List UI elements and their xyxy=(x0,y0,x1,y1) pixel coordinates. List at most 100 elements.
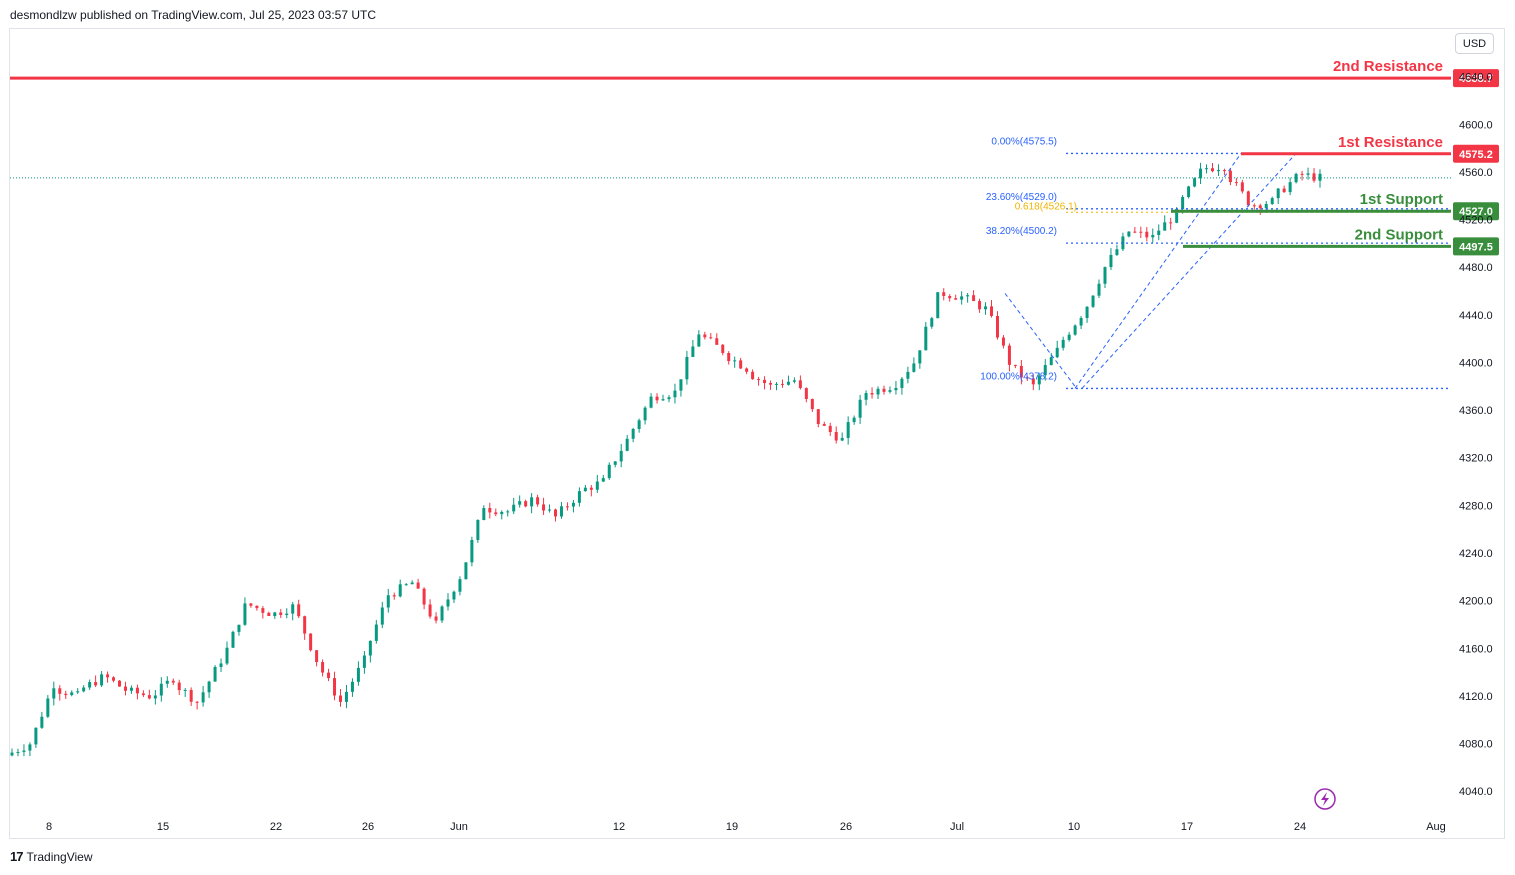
price-tag-label: 4638.7 xyxy=(1459,73,1493,85)
candle-body xyxy=(64,693,68,696)
price-tag xyxy=(1453,237,1499,256)
candle-body xyxy=(565,506,569,508)
price-tag-label: 4527.0 xyxy=(1459,206,1493,218)
price-tag-label: 4497.5 xyxy=(1459,241,1493,253)
candle-body xyxy=(1270,198,1274,204)
candle-body xyxy=(1097,283,1101,296)
y-tick-label: 4280.0 xyxy=(1459,500,1493,512)
candle-body xyxy=(106,674,110,678)
candle-body xyxy=(404,584,408,586)
candle-body xyxy=(123,686,127,691)
candle-body xyxy=(637,420,641,429)
candle-body xyxy=(990,306,994,316)
candle-body xyxy=(721,344,725,353)
candle-body xyxy=(1210,168,1214,172)
candle-body xyxy=(1246,191,1250,206)
y-tick-label: 4480.0 xyxy=(1459,262,1493,274)
currency-button[interactable]: USD xyxy=(1455,33,1494,54)
candle-body xyxy=(261,608,265,613)
candle-body xyxy=(1276,188,1280,199)
candle-body xyxy=(82,687,86,692)
level-label: 1st Resistance xyxy=(1338,134,1443,151)
candle-body xyxy=(1025,377,1029,379)
candle-body xyxy=(613,461,617,465)
candle-body xyxy=(1145,231,1149,238)
candle-body xyxy=(882,388,886,392)
candle-body xyxy=(595,481,599,490)
chart-frame xyxy=(9,28,1505,839)
y-tick-label: 4200.0 xyxy=(1459,596,1493,608)
y-tick-label: 4240.0 xyxy=(1459,548,1493,560)
candle-body xyxy=(177,682,181,691)
candle-body xyxy=(1139,231,1143,233)
y-tick-label: 4440.0 xyxy=(1459,310,1493,322)
candle-body xyxy=(691,346,695,357)
x-tick-label: 24 xyxy=(1294,821,1306,833)
candle-body xyxy=(410,582,414,585)
fib-trend-line xyxy=(1004,293,1076,387)
candle-body xyxy=(141,693,145,696)
candle-body xyxy=(667,397,671,400)
x-tick-label: 8 xyxy=(46,821,52,833)
candle-body xyxy=(46,698,50,717)
candle-body xyxy=(655,396,659,401)
candle-body xyxy=(786,381,790,385)
candle-body xyxy=(984,306,988,310)
candle-body xyxy=(249,603,253,606)
fib-trend-line xyxy=(1074,153,1242,389)
price-tag xyxy=(1453,202,1499,221)
candle-body xyxy=(548,509,552,511)
candle-body xyxy=(745,368,749,372)
candle-body xyxy=(571,502,575,507)
candle-body xyxy=(279,612,283,616)
candle-body xyxy=(350,681,354,692)
candle-body xyxy=(583,487,587,492)
candle-body xyxy=(948,295,952,299)
candle-body xyxy=(386,595,390,608)
x-tick-label: 12 xyxy=(613,821,625,833)
candle-body xyxy=(739,360,743,369)
candle-body xyxy=(398,584,402,597)
candle-body xyxy=(966,295,970,297)
candle-body xyxy=(1169,222,1173,224)
candle-body xyxy=(900,378,904,388)
x-tick-label: 10 xyxy=(1068,821,1080,833)
candle-body xyxy=(1127,231,1131,237)
y-tick-label: 4160.0 xyxy=(1459,643,1493,655)
flash-icon[interactable] xyxy=(1314,788,1336,810)
candle-body xyxy=(452,591,456,600)
candle-body xyxy=(446,599,450,607)
candle-body xyxy=(1300,173,1304,175)
candle-body xyxy=(422,588,426,605)
price-tag xyxy=(1453,69,1499,88)
candle-body xyxy=(52,688,56,699)
candle-body xyxy=(589,487,593,490)
y-tick-label: 4080.0 xyxy=(1459,739,1493,751)
candle-body xyxy=(972,295,976,302)
y-tick-label: 4520.0 xyxy=(1459,215,1493,227)
candle-body xyxy=(482,508,486,521)
candle-body xyxy=(10,752,14,756)
candle-body xyxy=(554,509,558,517)
candle-body xyxy=(942,292,946,296)
candle-body xyxy=(333,678,337,696)
fib-trend-line xyxy=(1081,153,1297,389)
candle-body xyxy=(380,607,384,625)
footer-brand[interactable]: 17 TradingView xyxy=(10,849,93,864)
candle-body xyxy=(798,380,802,389)
candle-body xyxy=(1073,325,1077,335)
y-tick-label: 4120.0 xyxy=(1459,691,1493,703)
candle-body xyxy=(774,383,778,385)
candle-body xyxy=(912,363,916,372)
candle-body xyxy=(703,334,707,338)
candle-body xyxy=(1043,365,1047,376)
candle-body xyxy=(1222,170,1226,172)
candle-body xyxy=(769,383,773,385)
candle-body xyxy=(995,315,999,338)
candle-body xyxy=(1151,235,1155,238)
candle-body xyxy=(834,431,838,441)
candle-body xyxy=(159,683,163,696)
candle-body xyxy=(219,663,223,667)
fib-level-label: 38.20%(4500.2) xyxy=(986,226,1057,237)
